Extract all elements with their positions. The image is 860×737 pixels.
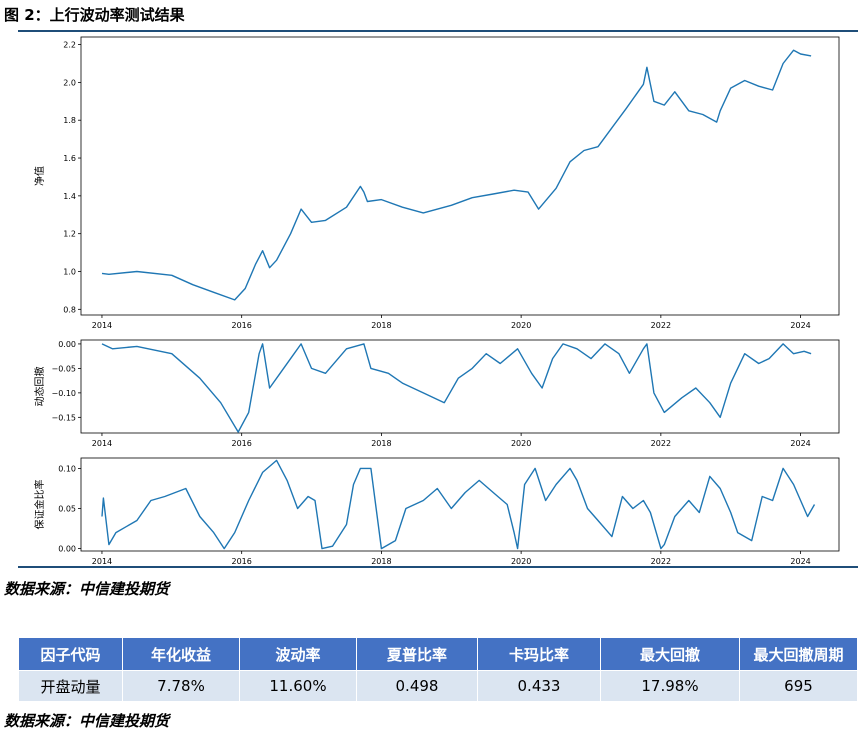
y-tick-label: 0.8 <box>63 305 76 314</box>
plot-frame-3 <box>80 457 840 552</box>
cell-volatility: 11.60% <box>239 670 357 702</box>
title-rule <box>18 30 858 32</box>
x-tick-label: 2022 <box>651 557 671 566</box>
plot-frame-1 <box>80 36 840 316</box>
y-tick-label: −0.15 <box>51 413 76 422</box>
table-source-note: 数据来源：中信建投期货 <box>4 712 170 730</box>
series-line-1 <box>101 49 812 301</box>
y-axis-label-1: 净值 <box>33 166 46 186</box>
y-axis-label-2: 动态回撤 <box>33 367 46 407</box>
y-tick-label: 1.6 <box>63 154 76 163</box>
y-tick-label: −0.05 <box>51 364 76 373</box>
cell-max-drawdown: 17.98% <box>600 670 740 702</box>
y-tick-label: 2.2 <box>63 41 76 50</box>
x-tick-label: 2014 <box>92 557 112 566</box>
y-tick-label: 0.05 <box>58 505 76 514</box>
x-tick-label: 2020 <box>511 439 531 448</box>
plot-frame-2 <box>80 339 840 434</box>
cell-max-drawdown-period: 695 <box>739 670 858 702</box>
x-tick-label: 2014 <box>92 321 112 330</box>
x-tick-label: 2022 <box>651 439 671 448</box>
chart-area: 2014 2016 2018 2020 2022 2024 0.8 1.0 1.2 1.4 1.6 1… <box>33 36 840 566</box>
x-tick-label: 2024 <box>790 439 810 448</box>
table-row: 开盘动量 7.78% 11.60% 0.498 0.433 17.98% 695 <box>18 670 858 702</box>
table-header-row: 因子代码 年化收益 波动率 夏普比率 卡玛比率 最大回撤 最大回撤周期 <box>18 637 858 671</box>
figure-title: 图 2：上行波动率测试结果 <box>4 6 185 24</box>
y-tick-label: 0.00 <box>58 340 76 349</box>
header-factor-code: 因子代码 <box>18 637 123 671</box>
series-line-2 <box>101 343 812 433</box>
x-tick-label: 2024 <box>790 557 810 566</box>
series-line-3 <box>101 459 816 550</box>
y-tick-label: 1.8 <box>63 116 76 125</box>
header-volatility: 波动率 <box>239 637 357 671</box>
header-annual-return: 年化收益 <box>122 637 240 671</box>
chart-source-note: 数据来源：中信建投期货 <box>4 580 170 598</box>
x-tick-label: 2018 <box>371 321 391 330</box>
y-tick-label: 0.00 <box>58 545 76 554</box>
header-max-drawdown: 最大回撤 <box>600 637 740 671</box>
performance-table: 因子代码 年化收益 波动率 夏普比率 卡玛比率 最大回撤 最大回撤周期 开盘动量… <box>18 637 858 702</box>
y-tick-label: 2.0 <box>63 78 76 87</box>
x-tick-label: 2018 <box>371 439 391 448</box>
header-sharpe: 夏普比率 <box>356 637 478 671</box>
x-tick-label: 2016 <box>232 439 252 448</box>
x-tick-label: 2016 <box>232 321 252 330</box>
cell-annual-return: 7.78% <box>122 670 240 702</box>
header-calmar: 卡玛比率 <box>477 637 601 671</box>
x-tick-label: 2020 <box>511 321 531 330</box>
chart-bottom-rule <box>18 566 858 568</box>
y-tick-label: 1.4 <box>63 192 76 201</box>
cell-sharpe: 0.498 <box>356 670 478 702</box>
x-tick-label: 2020 <box>511 557 531 566</box>
header-max-drawdown-period: 最大回撤周期 <box>739 637 858 671</box>
x-tick-label: 2024 <box>790 321 810 330</box>
x-tick-label: 2022 <box>651 321 671 330</box>
x-tick-label: 2018 <box>371 557 391 566</box>
y-tick-label: 1.0 <box>63 268 76 277</box>
x-tick-label: 2016 <box>232 557 252 566</box>
y-tick-label: −0.10 <box>51 389 76 398</box>
x-tick-label: 2014 <box>92 439 112 448</box>
y-tick-label: 1.2 <box>63 230 76 239</box>
y-axis-label-3: 保证金比率 <box>33 480 46 530</box>
y-tick-label: 0.10 <box>58 464 76 473</box>
cell-factor-code: 开盘动量 <box>18 670 123 702</box>
cell-calmar: 0.433 <box>477 670 601 702</box>
